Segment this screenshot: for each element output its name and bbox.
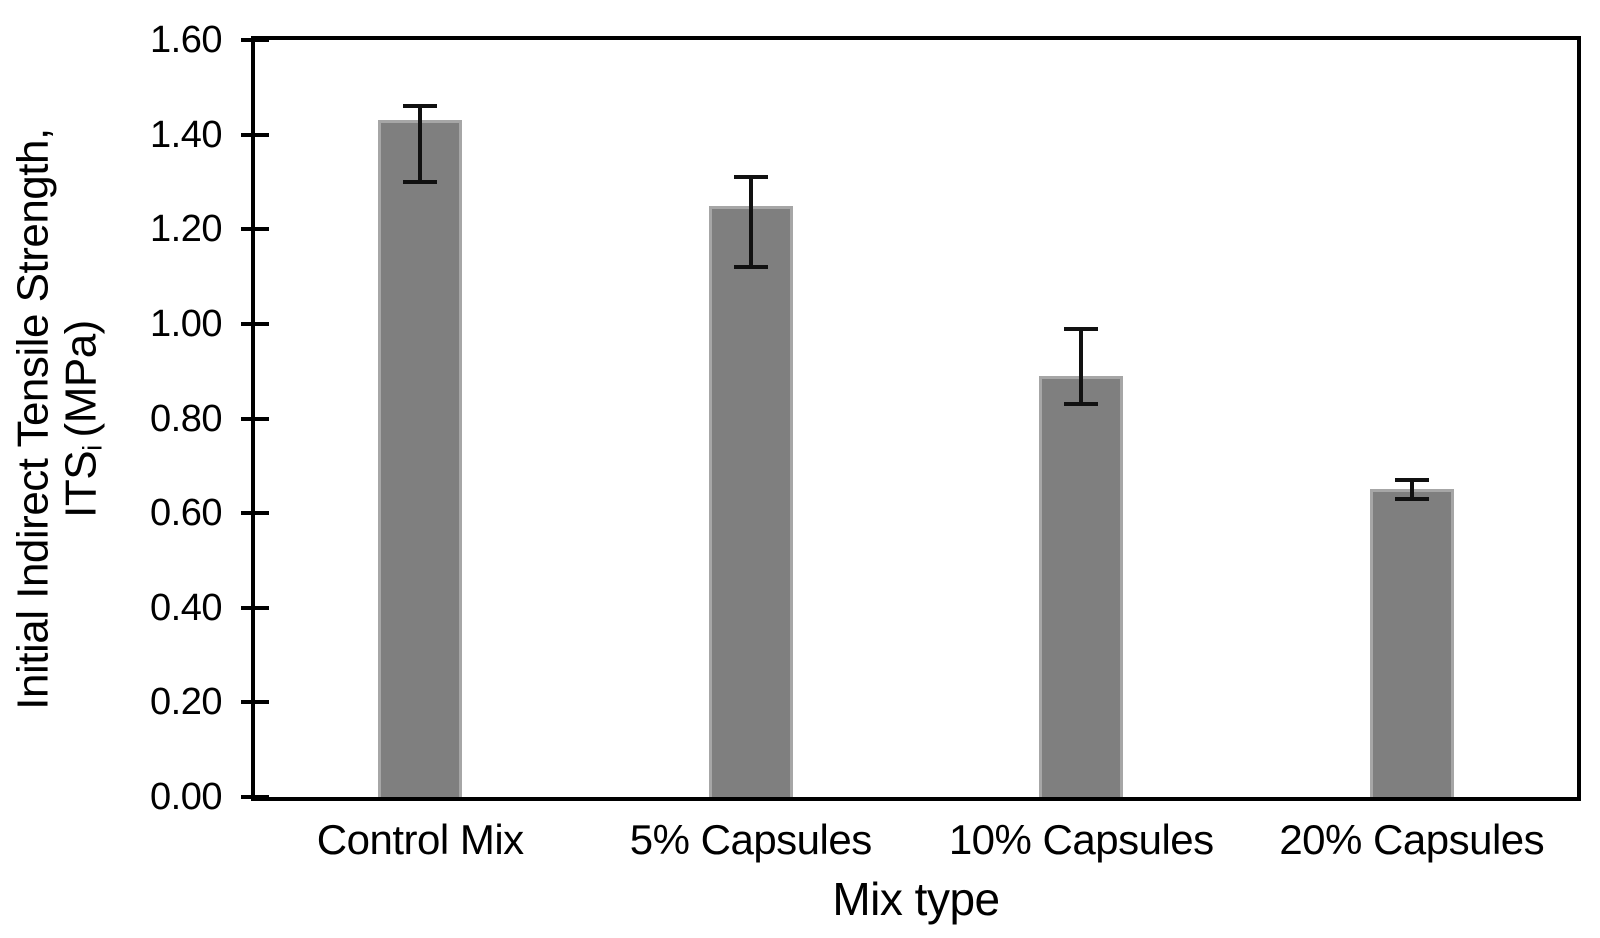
y-tick-mark	[241, 321, 269, 326]
y-tick-mark	[241, 511, 269, 516]
y-tick-mark	[241, 605, 269, 610]
y-tick-label: 1.40	[150, 113, 222, 156]
y-tick-mark	[241, 227, 269, 232]
error-bar-cap-top	[733, 175, 768, 180]
bar	[378, 120, 463, 797]
y-axis-title-subscript: i	[76, 444, 108, 451]
y-tick-mark	[241, 700, 269, 705]
error-bar-cap-bottom	[403, 179, 438, 184]
y-tick-label: 0.40	[150, 586, 222, 629]
x-axis-title: Mix type	[832, 873, 1000, 925]
bar	[1039, 375, 1124, 797]
error-bar-line	[1079, 328, 1084, 405]
error-bar-line	[748, 177, 753, 268]
error-bar-cap-bottom	[733, 265, 768, 270]
y-tick-label: 0.20	[150, 681, 222, 724]
x-tick-label: Control Mix	[316, 816, 524, 863]
x-tick-label: 10% Capsules	[948, 816, 1214, 863]
y-tick-label: 0.80	[150, 397, 222, 440]
y-tick-label: 1.60	[150, 19, 222, 61]
y-tick-label: 1.20	[150, 208, 222, 251]
error-bar-line	[418, 106, 423, 182]
error-bar-line	[1409, 480, 1414, 499]
y-tick-mark	[241, 416, 269, 421]
error-bar-cap-top	[1394, 478, 1429, 482]
error-bar-cap-top	[1064, 326, 1099, 331]
y-tick-label: 0.60	[150, 492, 222, 535]
y-tick-mark	[241, 795, 269, 799]
bar	[708, 205, 793, 797]
error-bar-cap-top	[403, 104, 438, 109]
x-tick-label: 5% Capsules	[629, 816, 872, 863]
y-tick-mark	[241, 132, 269, 137]
y-tick-mark	[241, 38, 269, 42]
x-tick-label: 20% Capsules	[1279, 816, 1545, 863]
y-tick-label: 1.00	[150, 302, 222, 345]
error-bar-cap-bottom	[1394, 496, 1429, 501]
error-bar-cap-bottom	[1064, 402, 1099, 407]
bar	[1369, 489, 1454, 797]
y-tick-label: 0.00	[150, 776, 222, 818]
